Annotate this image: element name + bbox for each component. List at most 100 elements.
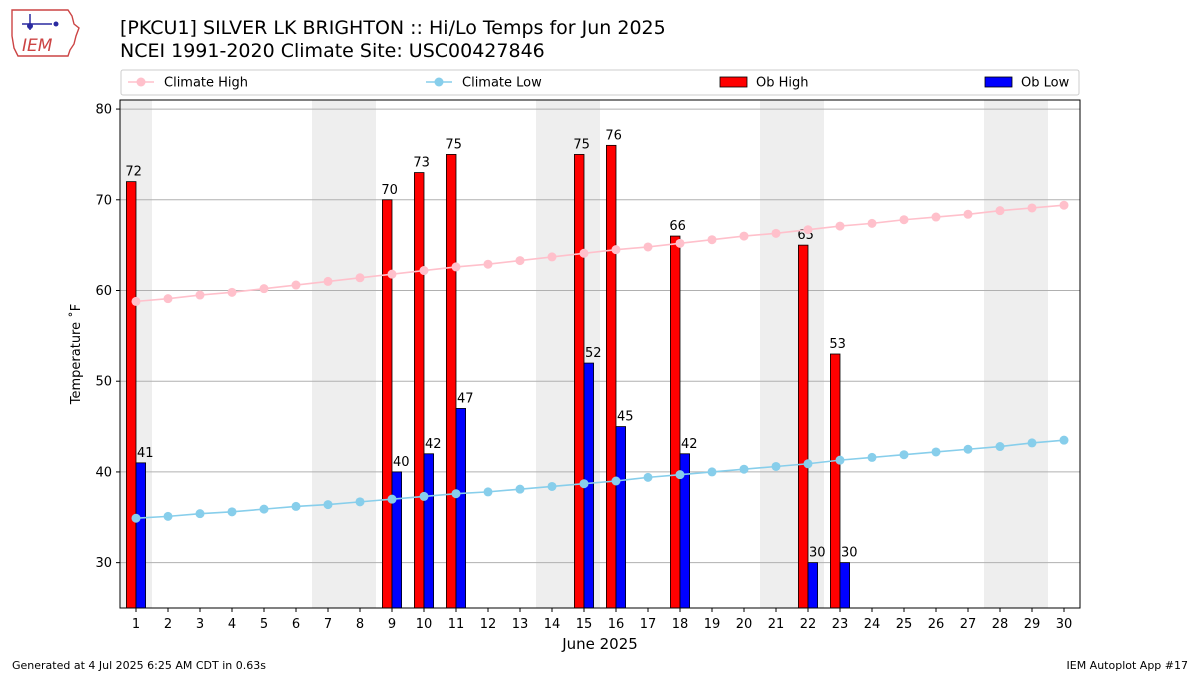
bar-value-label: 42 bbox=[425, 437, 442, 452]
legend-box bbox=[120, 69, 1080, 96]
climate-low-point bbox=[131, 513, 141, 523]
climate-low-point bbox=[803, 459, 813, 469]
climate-low-point bbox=[643, 472, 653, 482]
x-tick-label: 25 bbox=[896, 617, 913, 632]
climate-high-point bbox=[131, 296, 141, 306]
x-tick-label: 11 bbox=[448, 617, 465, 632]
climate-high-point bbox=[547, 252, 557, 262]
ob-high-bar bbox=[126, 181, 137, 609]
x-tick-label: 4 bbox=[228, 617, 236, 632]
y-tick-label: 40 bbox=[95, 465, 112, 480]
climate-low-point bbox=[579, 479, 589, 489]
climate-high-point bbox=[195, 290, 205, 300]
climate-high-point bbox=[963, 209, 973, 219]
y-tick-label: 70 bbox=[95, 193, 112, 208]
climate-low-point bbox=[355, 497, 365, 507]
x-tick-label: 9 bbox=[388, 617, 396, 632]
climate-low-point bbox=[451, 489, 461, 499]
bar-value-label: 73 bbox=[413, 156, 430, 171]
bar-value-label: 40 bbox=[393, 455, 410, 470]
x-tick-label: 19 bbox=[704, 617, 721, 632]
bar-value-label: 76 bbox=[605, 128, 622, 143]
ob-high-bar bbox=[413, 172, 425, 609]
climate-low-point bbox=[419, 491, 429, 501]
climate-high-point bbox=[259, 284, 269, 294]
bar-value-label: 30 bbox=[841, 546, 858, 561]
x-tick-label: 12 bbox=[480, 617, 497, 632]
climate-high-point bbox=[323, 276, 333, 286]
climate-high-point bbox=[803, 225, 813, 235]
climate-low-point bbox=[707, 467, 717, 477]
ob-low-bar bbox=[455, 408, 467, 609]
climate-high-point bbox=[931, 212, 941, 222]
x-tick-label: 23 bbox=[832, 617, 849, 632]
x-tick-label: 14 bbox=[544, 617, 561, 632]
y-tick-label: 60 bbox=[95, 284, 112, 299]
climate-high-point bbox=[419, 266, 429, 276]
bar-value-label: 70 bbox=[381, 183, 398, 198]
climate-high-point bbox=[515, 256, 525, 266]
legend-entry: Ob High bbox=[756, 76, 809, 91]
y-tick-label: 30 bbox=[95, 556, 112, 571]
climate-high-point bbox=[163, 294, 173, 304]
climate-high-point bbox=[579, 248, 589, 258]
app-credit: IEM Autoplot App #17 bbox=[1066, 659, 1189, 672]
climate-low-point bbox=[675, 470, 685, 480]
x-tick-label: 7 bbox=[324, 617, 332, 632]
logo-text: IEM bbox=[22, 36, 53, 56]
ob-high-bar bbox=[670, 235, 681, 609]
weekend-band bbox=[760, 100, 824, 608]
legend-bar-swatch bbox=[719, 76, 748, 88]
y-axis-label: Temperature ˚F bbox=[68, 304, 84, 405]
climate-low-point bbox=[163, 511, 173, 521]
bar-value-label: 30 bbox=[809, 546, 826, 561]
ob-low-bar bbox=[135, 462, 147, 609]
bar-value-label: 45 bbox=[617, 410, 634, 425]
climate-high-point bbox=[899, 215, 909, 225]
climate-low-point bbox=[899, 450, 909, 460]
climate-low-point bbox=[227, 507, 237, 517]
ob-high-bar bbox=[606, 144, 617, 609]
ob-high-bar bbox=[830, 353, 841, 609]
climate-low-point bbox=[291, 501, 301, 511]
x-tick-label: 13 bbox=[512, 617, 529, 632]
climate-low-point bbox=[483, 487, 493, 497]
chart-title: [PKCU1] SILVER LK BRIGHTON :: Hi/Lo Temp… bbox=[120, 17, 666, 39]
ob-high-bar bbox=[445, 154, 457, 609]
bar-value-label: 47 bbox=[457, 391, 474, 406]
x-tick-label: 27 bbox=[960, 617, 977, 632]
bar-value-label: 52 bbox=[585, 346, 602, 361]
climate-low-point bbox=[931, 447, 941, 457]
y-tick-label: 80 bbox=[95, 103, 112, 118]
climate-low-point bbox=[867, 452, 877, 462]
climate-high-point bbox=[1059, 200, 1069, 210]
legend-entry: Climate High bbox=[164, 76, 248, 91]
weekend-band bbox=[312, 100, 376, 608]
legend-marker bbox=[136, 77, 146, 87]
climate-high-point bbox=[867, 218, 877, 228]
generated-timestamp: Generated at 4 Jul 2025 6:25 AM CDT in 0… bbox=[12, 659, 266, 672]
x-tick-label: 10 bbox=[416, 617, 433, 632]
ob-high-bar bbox=[381, 199, 393, 609]
legend-bar-swatch bbox=[984, 76, 1013, 88]
iem-logo: IEM bbox=[8, 6, 82, 62]
ob-low-bar bbox=[423, 453, 435, 609]
climate-high-line bbox=[135, 204, 1065, 303]
bar-value-label: 53 bbox=[829, 337, 846, 352]
climate-low-point bbox=[771, 461, 781, 471]
climate-high-point bbox=[611, 245, 621, 255]
x-tick-label: 16 bbox=[608, 617, 625, 632]
bar-value-label: 66 bbox=[669, 219, 686, 234]
ob-low-bar bbox=[391, 471, 403, 609]
climate-high-point bbox=[355, 273, 365, 283]
bar-value-label: 41 bbox=[137, 446, 154, 461]
x-tick-label: 2 bbox=[164, 617, 172, 632]
x-tick-label: 3 bbox=[196, 617, 204, 632]
climate-high-point bbox=[995, 206, 1005, 216]
climate-low-point bbox=[387, 494, 397, 504]
climate-low-point bbox=[995, 442, 1005, 452]
climate-high-point bbox=[227, 287, 237, 297]
climate-low-point bbox=[515, 484, 525, 494]
x-tick-label: 21 bbox=[768, 617, 785, 632]
x-tick-label: 6 bbox=[292, 617, 300, 632]
